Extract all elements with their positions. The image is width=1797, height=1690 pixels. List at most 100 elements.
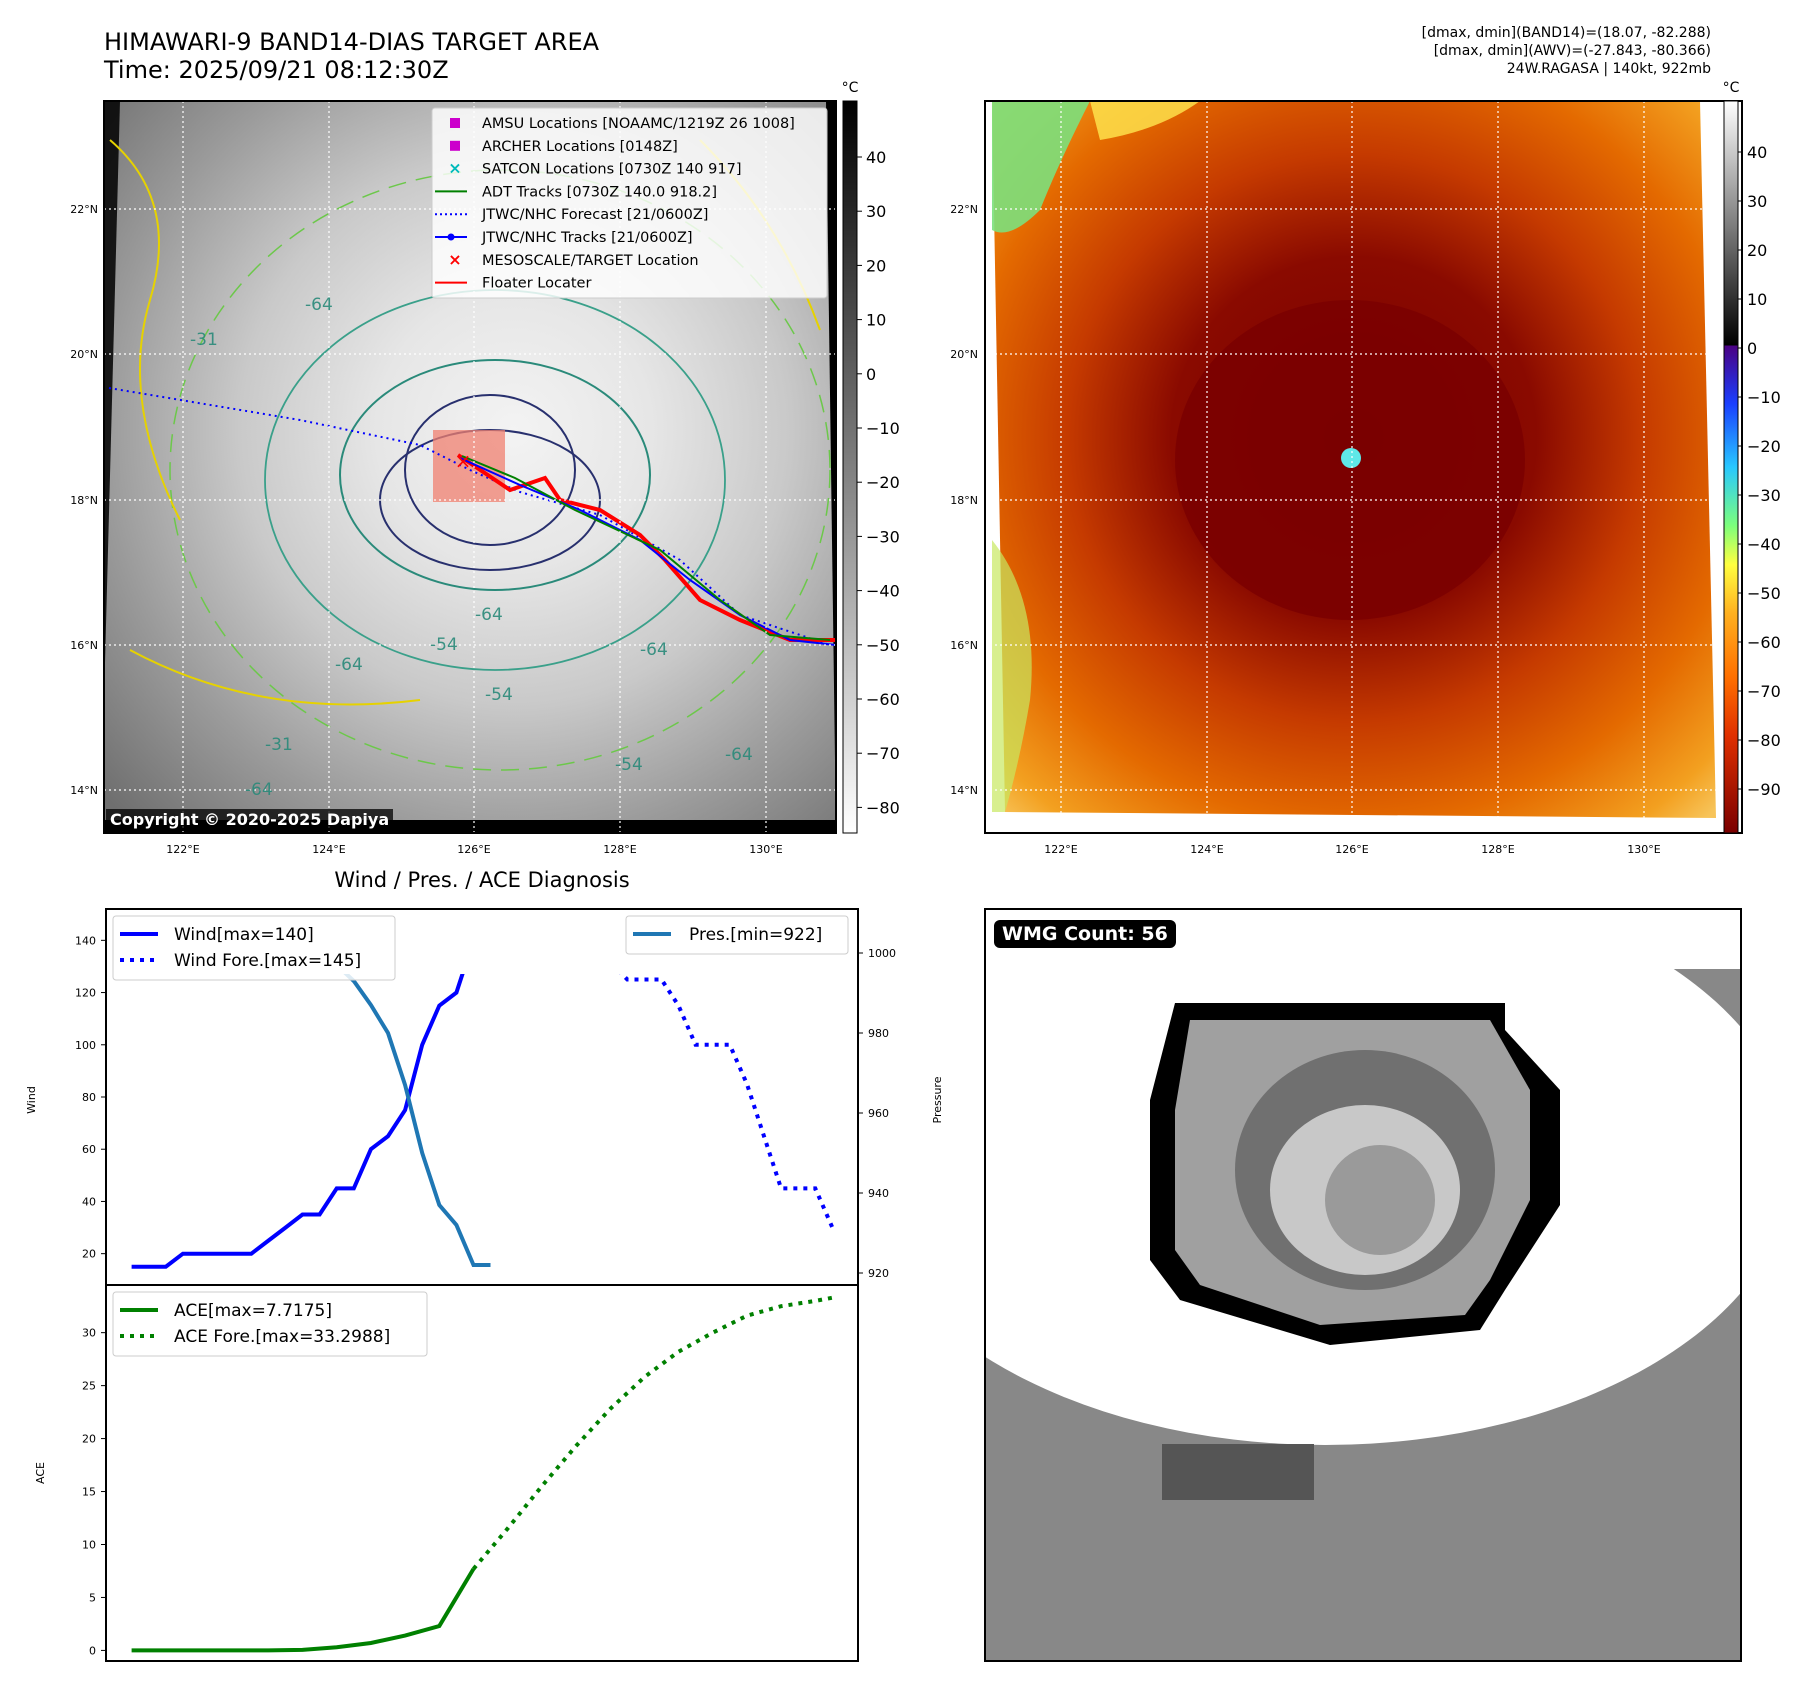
lon-label: 128°E	[1481, 843, 1514, 856]
colorbar-left: °C 40 30 20 10 0 −10 −20 −30 −40 −50 −60 −70 −80	[842, 80, 900, 834]
ytick-label: 5	[89, 1591, 96, 1604]
ytick-label: 10	[82, 1538, 96, 1551]
colorbar-tick-label: −10	[1747, 388, 1781, 407]
ytick-label: 20	[82, 1248, 96, 1261]
title-line-2: Time: 2025/09/21 08:12:30Z	[104, 56, 449, 84]
colorbar-tick-label: 40	[866, 148, 886, 167]
colorbar-tick-label: 10	[1747, 290, 1767, 309]
contour-label: -54	[615, 755, 643, 775]
lat-label: 20°N	[950, 348, 978, 361]
wmg-panel	[984, 908, 1742, 1662]
info-line-3: 24W.RAGASA | 140kt, 922mb	[1506, 61, 1711, 77]
copyright-label: Copyright © 2020-2025 Dapiya	[106, 809, 394, 830]
lat-label: 22°N	[70, 203, 98, 216]
contour-label: -31	[265, 735, 293, 755]
colorbar-tick-label: 0	[1747, 339, 1757, 358]
ytick-label: 0	[89, 1644, 96, 1657]
pressure-legend: Pres.[min=922]	[625, 915, 849, 955]
legend-label: JTWC/NHC Forecast [21/0600Z]	[481, 207, 708, 223]
ytick-right-label: 1000	[868, 947, 896, 960]
lon-label: 128°E	[603, 843, 636, 856]
lon-label: 124°E	[1190, 843, 1223, 856]
jtwc-forecast-line	[108, 387, 831, 646]
contour-label: -64	[305, 295, 333, 315]
legend-label: ACE[max=7.7175]	[174, 1301, 332, 1321]
lon-label: 126°E	[457, 843, 490, 856]
legend-box	[112, 915, 396, 981]
lat-label: 18°N	[70, 494, 98, 507]
wind-legend: Wind[max=140] Wind Fore.[max=145]	[112, 915, 396, 981]
ytick-label: 20	[82, 1433, 96, 1446]
colorbar-tick-label: −90	[1747, 780, 1781, 799]
ytick-label: 30	[82, 1327, 96, 1340]
contour-label: -64	[640, 640, 668, 660]
wind-pressure-chart: 20 40 60 80 100 120 140 920 940 960 980 1000 Wind P…	[25, 908, 944, 1286]
lat-label: 14°N	[70, 784, 98, 797]
colorbar-tick-label: 30	[1747, 192, 1767, 211]
ace-series	[131, 1295, 833, 1653]
info-line-1: [dmax, dmin](BAND14)=(18.07, -82.288)	[1421, 25, 1711, 41]
lat-label: 16°N	[950, 639, 978, 652]
wmg-eye	[1325, 1145, 1435, 1255]
map-gridlines-right: 22°N 20°N 18°N 16°N 14°N 122°E 124°E 126°E 128°E…	[950, 101, 1742, 856]
colorbar-right-upper	[1723, 100, 1739, 346]
legend-label: MESOSCALE/TARGET Location	[482, 253, 699, 269]
colorbar-tick-label: 20	[866, 256, 886, 275]
legend-marker-x: ×	[448, 159, 461, 178]
ace-ylabel: ACE	[34, 1462, 47, 1484]
awv-map-panel: 22°N 20°N 18°N 16°N 14°N 122°E 124°E 126°E 128°E…	[950, 100, 1743, 856]
lat-label: 20°N	[70, 348, 98, 361]
colorbar-tick-label: −70	[866, 744, 900, 763]
wmg-count-badge: WMG Count: 56	[994, 920, 1176, 948]
legend-label: ACE Fore.[max=33.2988]	[174, 1327, 390, 1347]
lat-label: 18°N	[950, 494, 978, 507]
colorbar-tick-label: 10	[866, 311, 886, 330]
contour	[339, 359, 651, 591]
colorbar-tick-label: 0	[866, 365, 876, 384]
wind-ylabel: Wind	[25, 1086, 38, 1114]
colorbar-tick-label: 30	[866, 202, 886, 221]
contour-label: -64	[245, 780, 273, 800]
map-legend: AMSU Locations [NOAAMC/1219Z 26 1008] ARC…	[431, 107, 828, 299]
colorbar-tick-label: −60	[866, 690, 900, 709]
colorbar-right-unit: °C	[1723, 80, 1740, 96]
ace-chart: 0 5 10 15 20 25 30 ACE ACE[max=7.7175] ACE Fore…	[34, 1284, 859, 1662]
colorbar-tick-label: −40	[1747, 535, 1781, 554]
legend-marker-x: ×	[448, 250, 461, 269]
awv-frame	[984, 100, 1743, 834]
ytick-label: 140	[75, 934, 96, 947]
ytick-label: 25	[82, 1380, 96, 1393]
lon-label: 130°E	[1627, 843, 1660, 856]
diag-title: Wind / Pres. / ACE Diagnosis	[334, 868, 629, 892]
legend-box	[431, 107, 828, 299]
storm-info: [dmax, dmin](BAND14)=(18.07, -82.288) [d…	[1422, 24, 1711, 78]
contour-label: -64	[475, 605, 503, 625]
colorbar-right-ticks: 40 30 20 10 0 −10 −20 −30 −40 −50 −60 −70 −80 −90	[1738, 143, 1781, 799]
contour-label: -54	[430, 635, 458, 655]
target-box	[433, 430, 505, 502]
wind-ticks: 20 40 60 80 100 120 140 920 940 960 980 1000	[75, 934, 896, 1280]
map-frame	[103, 100, 837, 834]
series-line-ace	[131, 1567, 476, 1653]
ytick-right-label: 920	[868, 1267, 889, 1280]
colorbar-tick-label: −20	[866, 473, 900, 492]
colorbar-tick-label: −30	[1747, 486, 1781, 505]
legend-label: ADT Tracks [0730Z 140.0 918.2]	[482, 184, 717, 200]
colorbar-left-unit: °C	[842, 80, 859, 96]
contour-label: -64	[725, 745, 753, 765]
colorbar-left-ramp	[842, 100, 858, 834]
colorbar-left-ticks: 40 30 20 10 0 −10 −20 −30 −40 −50 −60 −70 −80	[857, 148, 900, 817]
ace-ticks: 0 5 10 15 20 25 30	[82, 1327, 106, 1657]
ytick-label: 120	[75, 987, 96, 1000]
colorbar-tick-label: −30	[866, 527, 900, 546]
contour-labels: -54 -64 -31 -64 -54 -64 -64 -54 -64 -31 -64	[190, 295, 753, 800]
colorbar-tick-label: 20	[1747, 241, 1767, 260]
wmg-dark-patch	[1162, 1444, 1314, 1500]
legend-label: ARCHER Locations [0148Z]	[482, 139, 678, 155]
eye	[1341, 448, 1361, 468]
colorbar-right: °C 40 30 20 10 0 −10 −20 −30 −40 −50 −60 −70 −80 −90	[1723, 80, 1781, 834]
contour	[404, 394, 576, 546]
colorbar-tick-label: −50	[1747, 584, 1781, 603]
target-marker: ×	[455, 449, 472, 473]
